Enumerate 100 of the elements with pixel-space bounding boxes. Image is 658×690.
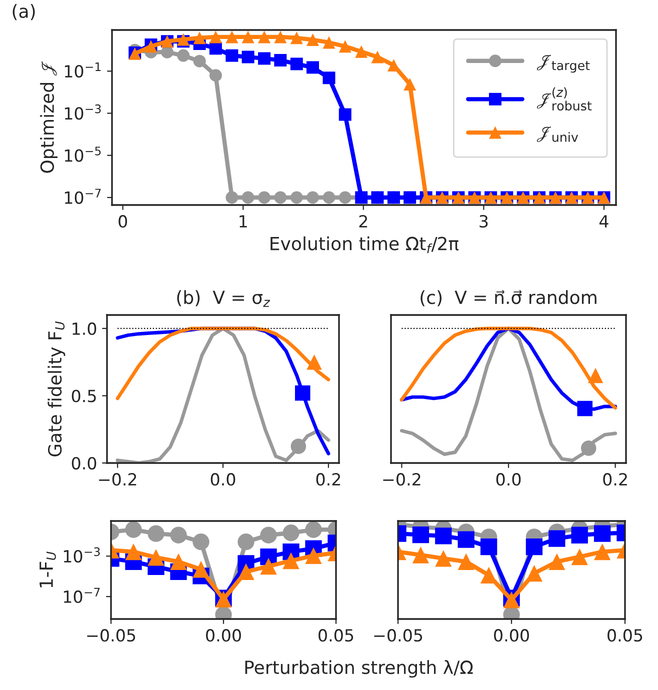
line-series (116, 326, 330, 400)
point (594, 543, 611, 560)
point (260, 526, 277, 544)
point (226, 191, 238, 204)
point (338, 40, 352, 53)
y-tick-label: 10$^{−7}$ (64, 188, 101, 204)
point (571, 548, 588, 566)
y-tick-label: 10$^{−7}$ (64, 588, 100, 604)
point (458, 553, 474, 570)
y-axis-title: 1-F$_{U}$ (40, 552, 56, 588)
point (306, 191, 320, 204)
point (125, 543, 142, 560)
point (548, 530, 566, 547)
point (170, 526, 187, 544)
point (274, 191, 287, 204)
point (242, 50, 254, 64)
y-tick-label: 10$^{−5}$ (64, 146, 101, 162)
point (125, 521, 142, 538)
point (209, 30, 222, 44)
point (258, 30, 271, 44)
point (177, 49, 190, 62)
point (306, 354, 322, 370)
x-axis-title: Perturbation strength λ/Ω (245, 660, 473, 678)
point (322, 36, 336, 49)
point (290, 32, 303, 44)
x-tick-label: 1 (240, 215, 247, 228)
legend-label: 𝒥$_{univ}$ (536, 126, 578, 142)
point (192, 561, 210, 578)
point (404, 78, 416, 90)
point (480, 538, 498, 556)
y-axis-title: Gate fidelity F$_{U}$ (48, 321, 66, 456)
point (226, 30, 238, 44)
y-tick-label: 0.5 (72, 390, 96, 402)
point (435, 528, 452, 544)
point (290, 191, 303, 204)
point (305, 547, 322, 564)
point (338, 108, 352, 121)
x-tick-label: 0 (118, 215, 128, 228)
y-tick-label: 10$^{−3}$ (64, 104, 101, 120)
point (371, 50, 384, 64)
x-tick-label: 2 (359, 215, 368, 228)
point (192, 534, 210, 550)
point (209, 69, 222, 82)
point (258, 191, 271, 204)
point (148, 525, 164, 542)
x-tick-label: 0.2 (603, 473, 627, 486)
point (242, 30, 254, 44)
point (594, 525, 611, 542)
point (290, 58, 303, 70)
point (209, 42, 222, 55)
chart-title: (c) V = n⃗.σ⃗ random (420, 290, 596, 306)
legend-label: 𝒥$_{target}$ (536, 54, 590, 73)
x-tick-label: 0.00 (206, 629, 241, 642)
x-tick-label: −0.2 (383, 473, 420, 486)
x-tick-label: −0.05 (87, 629, 136, 642)
y-tick-label: 0.0 (72, 456, 96, 470)
chart-title: (b) V = σ$_{z}$ (177, 290, 270, 307)
point (193, 54, 206, 68)
point (322, 191, 336, 204)
point (193, 32, 206, 44)
point (338, 191, 352, 204)
point (238, 563, 254, 580)
point (435, 550, 452, 567)
point (170, 553, 187, 570)
x-tick-label: 0.2 (316, 473, 340, 486)
y-tick-label: 1.0 (72, 322, 96, 336)
x-tick-label: 3 (480, 215, 488, 228)
x-tick-label: 4 (599, 215, 608, 228)
point (258, 52, 271, 65)
point (548, 553, 566, 570)
point (294, 385, 310, 401)
point (458, 531, 474, 548)
point (306, 61, 320, 74)
x-tick-label: −0.05 (374, 629, 422, 642)
y-axis-title: Optimized 𝒥 (40, 61, 58, 173)
point (238, 534, 254, 550)
x-axis-title: Evolution time Ωt$_{f}$/2π (270, 236, 459, 254)
point (526, 538, 543, 556)
text: (a) (12, 4, 35, 20)
point (226, 49, 238, 62)
x-tick-label: 0.0 (210, 473, 236, 486)
point (274, 30, 287, 44)
point (355, 45, 368, 58)
x-tick-label: 0.05 (608, 629, 642, 642)
point (148, 549, 164, 566)
point (412, 526, 430, 544)
legend-label: 𝒥$^{(z)}$$_{robust}$ (536, 87, 592, 111)
point (274, 54, 287, 66)
point (412, 546, 430, 564)
x-tick-label: −0.2 (99, 473, 136, 486)
point (322, 72, 336, 84)
point (282, 552, 300, 570)
y-tick-label: 10$^{−3}$ (64, 547, 100, 563)
y-tick-label: 10$^{−1}$ (64, 62, 101, 78)
point (242, 191, 254, 204)
x-tick-label: 0.00 (494, 629, 529, 642)
point (290, 438, 306, 454)
x-tick-label: 0.05 (318, 629, 354, 642)
point (526, 564, 543, 582)
x-tick-label: 0.0 (496, 473, 521, 486)
